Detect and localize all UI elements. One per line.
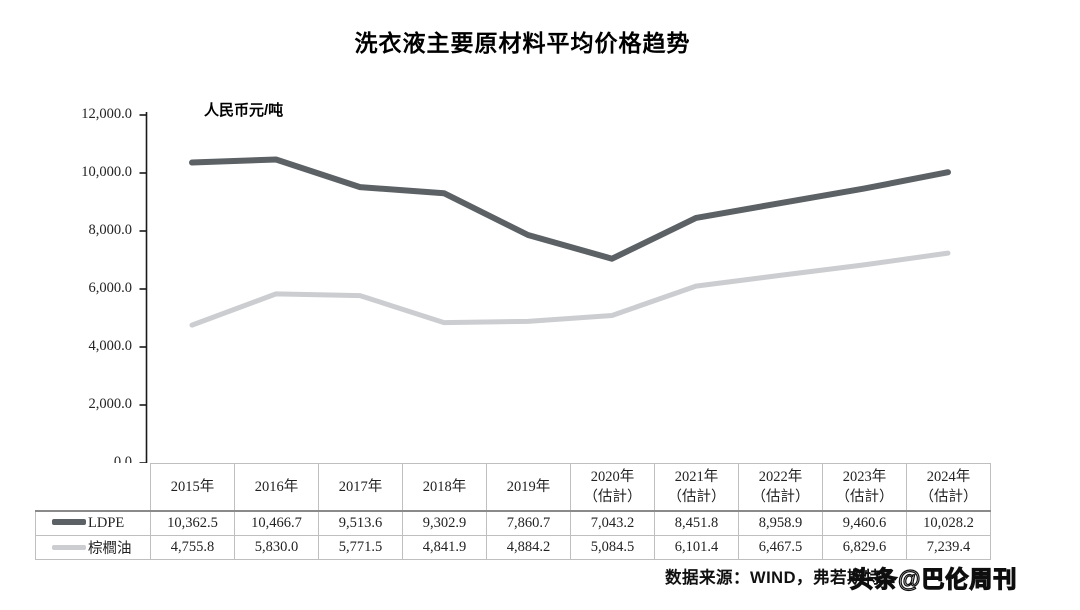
value-cell: 7,043.2 bbox=[570, 510, 655, 536]
value-cell: 10,362.5 bbox=[150, 510, 235, 536]
value-cell: 7,239.4 bbox=[906, 534, 991, 560]
value-cell: 6,467.5 bbox=[738, 534, 823, 560]
value-cell: 8,451.8 bbox=[654, 510, 739, 536]
year-header-cell: 2021年 （估計） bbox=[654, 463, 739, 512]
legend-cell-ldpe: LDPE bbox=[35, 510, 151, 536]
value-cell: 9,302.9 bbox=[402, 510, 487, 536]
year-header-cell: 2016年 bbox=[234, 463, 319, 512]
legend-header-cell bbox=[35, 463, 151, 512]
y-tick-label: 12,000.0 bbox=[81, 106, 132, 122]
value-cell: 9,513.6 bbox=[318, 510, 403, 536]
table-row: 棕櫚油 4,755.8 5,830.0 5,771.5 4,841.9 4,884.2 5,… bbox=[35, 534, 991, 560]
year-header-cell: 2024年 （估計） bbox=[906, 463, 991, 512]
year-header-cell: 2019年 bbox=[486, 463, 571, 512]
value-cell: 7,860.7 bbox=[486, 510, 571, 536]
watermark: 头条@巴伦周刊 bbox=[849, 565, 1018, 592]
value-cell: 6,101.4 bbox=[654, 534, 739, 560]
table-row: LDPE 10,362.5 10,466.7 9,513.6 9,302.9 7,860.… bbox=[35, 510, 991, 536]
legend-cell-棕櫚油: 棕櫚油 bbox=[35, 534, 151, 560]
value-cell: 4,841.9 bbox=[402, 534, 487, 560]
value-cell: 4,884.2 bbox=[486, 534, 571, 560]
y-tick-label: 2,000.0 bbox=[88, 396, 133, 412]
value-cell: 8,958.9 bbox=[738, 510, 823, 536]
data-table: 2015年 2016年 2017年 2018年 2019年 2020年 （估計） 2021年… bbox=[35, 463, 991, 560]
value-cell: 4,755.8 bbox=[150, 534, 235, 560]
year-header-cell: 2020年 （估計） bbox=[570, 463, 655, 512]
value-cell: 6,829.6 bbox=[822, 534, 907, 560]
source-label: 数据来源：WIND，弗若斯特 bbox=[665, 569, 881, 587]
y-tick-label: 6,000.0 bbox=[88, 280, 133, 296]
value-cell: 5,771.5 bbox=[318, 534, 403, 560]
year-header-cell: 2018年 bbox=[402, 463, 487, 512]
chart-title: 洗衣液主要原材料平均价格趋势 bbox=[354, 30, 691, 56]
value-cell: 9,460.6 bbox=[822, 510, 907, 536]
value-cell: 5,830.0 bbox=[234, 534, 319, 560]
year-header-cell: 2015年 bbox=[150, 463, 235, 512]
series-label: LDPE bbox=[88, 514, 125, 531]
series-label: 棕櫚油 bbox=[88, 540, 132, 557]
value-cell: 10,028.2 bbox=[906, 510, 991, 536]
value-cell: 5,084.5 bbox=[570, 534, 655, 560]
series-line-棕櫚油 bbox=[189, 250, 951, 328]
year-header-cell: 2023年 （估計） bbox=[822, 463, 907, 512]
value-cell: 10,466.7 bbox=[234, 510, 319, 536]
y-axis-unit-label: 人民币元/吨 bbox=[204, 102, 284, 119]
y-tick-label: 10,000.0 bbox=[81, 164, 132, 180]
year-header-cell: 2017年 bbox=[318, 463, 403, 512]
series-swatch-icon bbox=[52, 545, 86, 551]
y-tick-label: 4,000.0 bbox=[88, 338, 133, 354]
year-header-cell: 2022年 （估計） bbox=[738, 463, 823, 512]
series-swatch-icon bbox=[52, 518, 86, 525]
table-header-row: 2015年 2016年 2017年 2018年 2019年 2020年 （估計） 2021年… bbox=[35, 463, 991, 512]
series-line-ldpe bbox=[189, 156, 951, 262]
y-tick-label: 8,000.0 bbox=[88, 222, 133, 238]
